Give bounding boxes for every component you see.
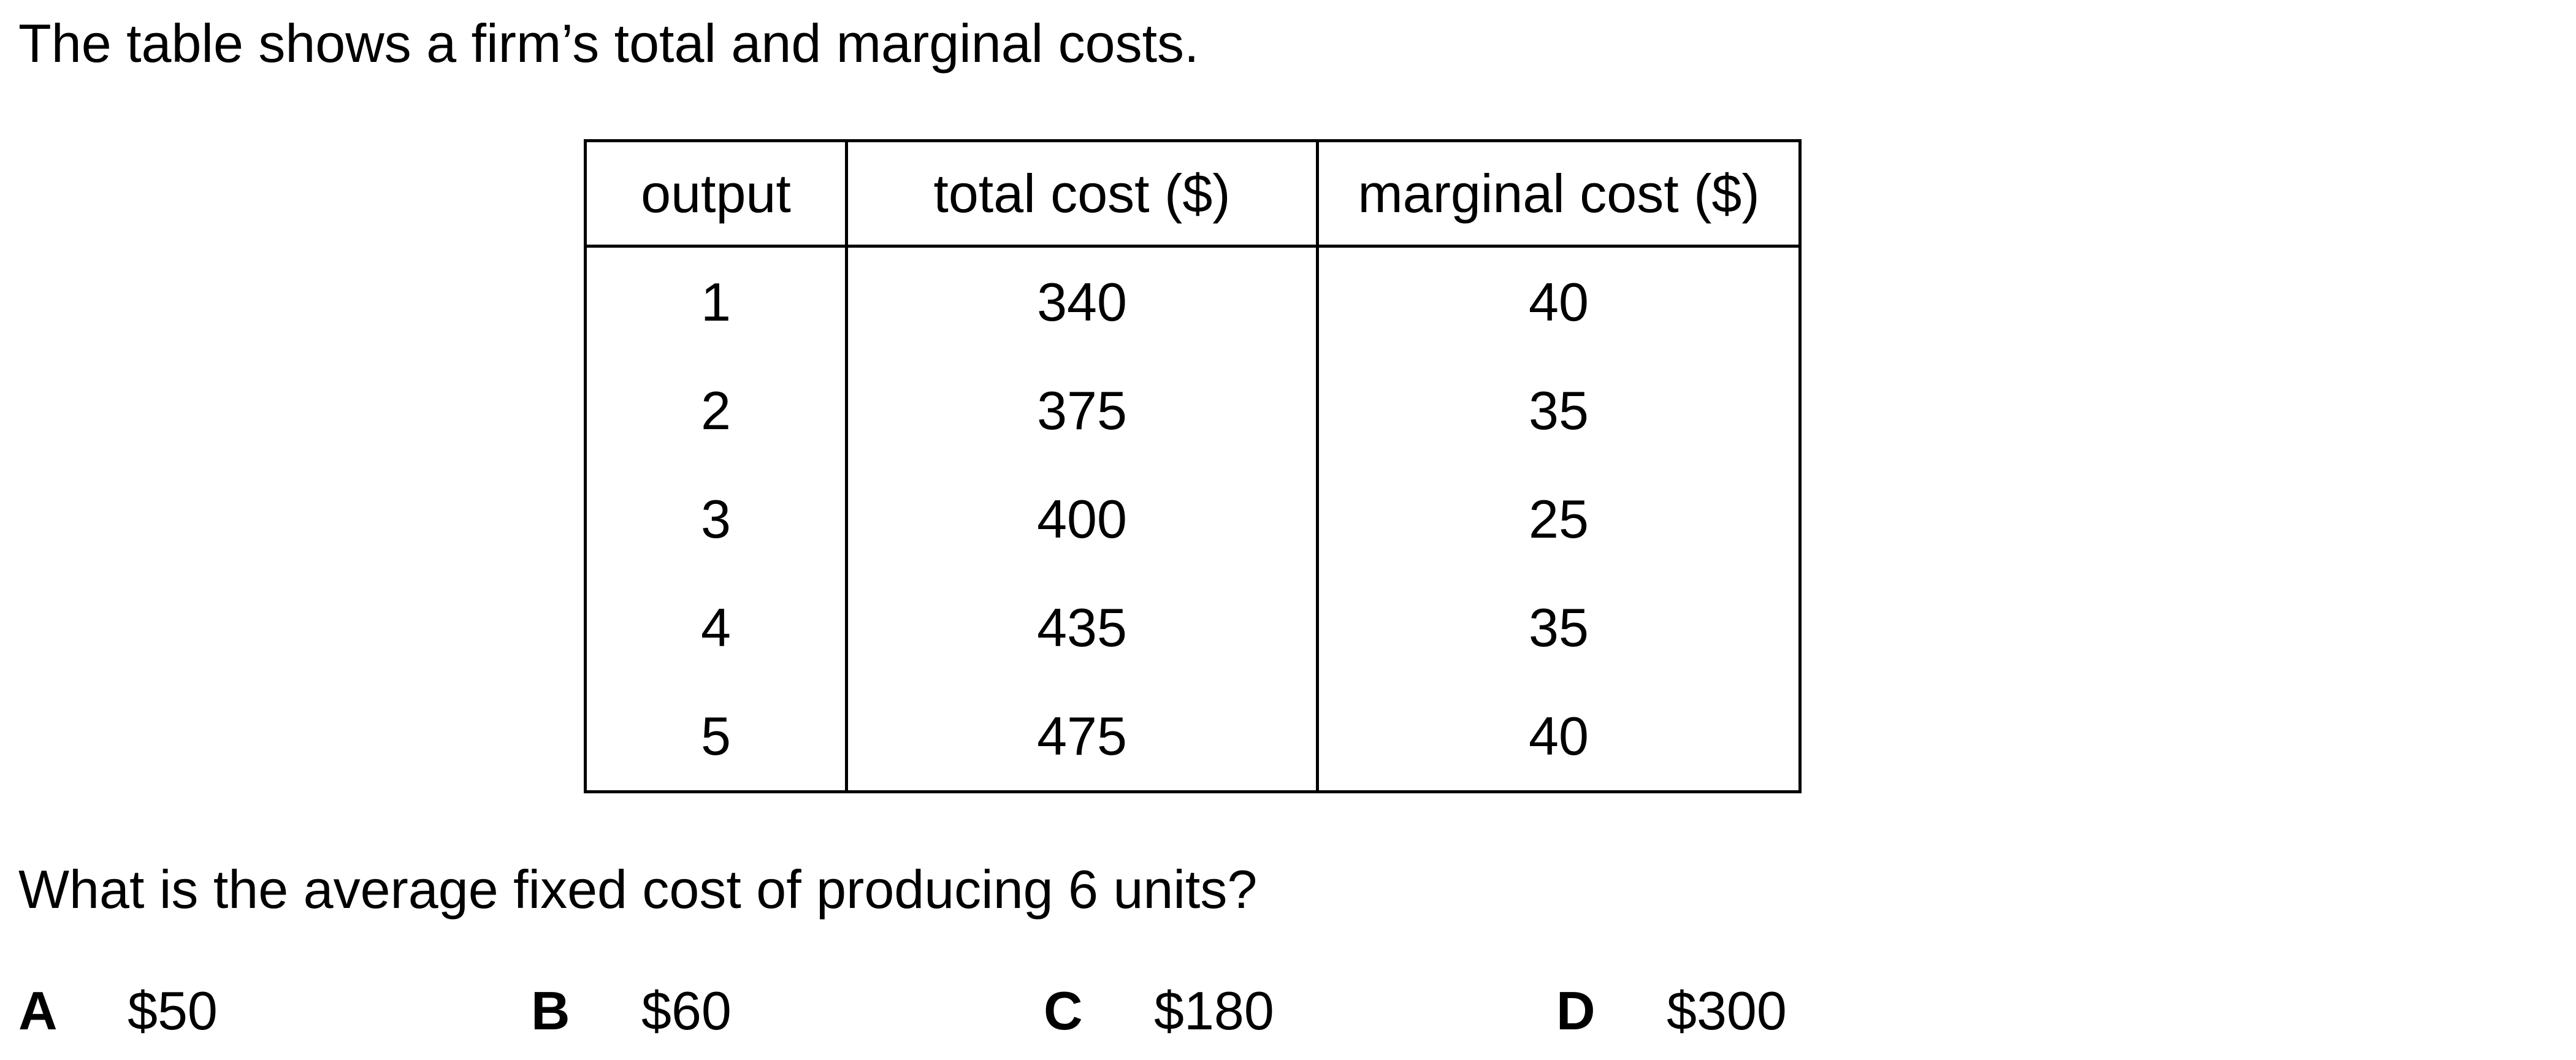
- table-row: 4 435 35: [586, 573, 1800, 682]
- cell-marginal-cost: 35: [1318, 356, 1800, 465]
- table-row: 2 375 35: [586, 356, 1800, 465]
- option-letter: C: [1044, 977, 1083, 1045]
- column-header-total-cost: total cost ($): [847, 141, 1318, 246]
- table-row: 3 400 25: [586, 465, 1800, 573]
- cell-marginal-cost: 25: [1318, 465, 1800, 573]
- cell-output: 3: [586, 465, 847, 573]
- option-letter: D: [1556, 977, 1596, 1045]
- question-text: What is the average fixed cost of produc…: [18, 856, 1257, 923]
- intro-text: The table shows a firm’s total and margi…: [18, 10, 1199, 77]
- option-letter: B: [531, 977, 570, 1045]
- cell-output: 4: [586, 573, 847, 682]
- table-header-row: output total cost ($) marginal cost ($): [586, 141, 1800, 246]
- cell-marginal-cost: 35: [1318, 573, 1800, 682]
- cell-output: 2: [586, 356, 847, 465]
- cell-total-cost: 435: [847, 573, 1318, 682]
- option-letter: A: [18, 977, 58, 1045]
- table-row: 1 340 40: [586, 246, 1800, 357]
- cell-total-cost: 475: [847, 682, 1318, 792]
- option-value: $50: [128, 977, 218, 1045]
- column-header-marginal-cost: marginal cost ($): [1318, 141, 1800, 246]
- cost-table: output total cost ($) marginal cost ($) …: [584, 139, 1802, 793]
- cell-marginal-cost: 40: [1318, 682, 1800, 792]
- cell-marginal-cost: 40: [1318, 246, 1800, 357]
- cell-output: 1: [586, 246, 847, 357]
- option-value: $180: [1154, 977, 1274, 1045]
- cell-total-cost: 340: [847, 246, 1318, 357]
- option-value: $60: [641, 977, 732, 1045]
- cell-total-cost: 400: [847, 465, 1318, 573]
- cell-total-cost: 375: [847, 356, 1318, 465]
- table-row: 5 475 40: [586, 682, 1800, 792]
- column-header-output: output: [586, 141, 847, 246]
- option-value: $300: [1667, 977, 1787, 1045]
- cell-output: 5: [586, 682, 847, 792]
- answer-options: A $50 B $60 C $180 D $300: [0, 977, 2576, 1045]
